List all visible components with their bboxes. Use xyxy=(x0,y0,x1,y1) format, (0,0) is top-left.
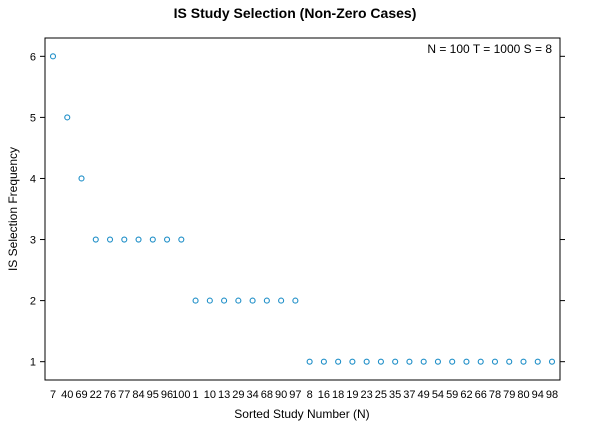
data-point-62 xyxy=(463,358,470,365)
plot-frame xyxy=(44,37,561,381)
x-tick-label: 78 xyxy=(489,389,501,401)
data-point-7 xyxy=(49,53,57,60)
y-axis-label: IS Selection Frequency xyxy=(6,147,20,271)
data-point-35 xyxy=(392,358,399,365)
data-point-10 xyxy=(206,297,213,304)
x-tick-label: 8 xyxy=(307,389,313,401)
data-point-79 xyxy=(506,358,513,365)
x-tick-label: 10 xyxy=(204,389,216,401)
x-tick-label: 94 xyxy=(532,389,544,401)
x-tick-label: 90 xyxy=(275,389,287,401)
data-point-16 xyxy=(320,358,327,365)
data-point-94 xyxy=(534,358,541,365)
data-point-76 xyxy=(106,236,114,243)
data-point-40 xyxy=(64,114,71,121)
data-point-96 xyxy=(164,236,171,243)
data-point-23 xyxy=(363,358,370,365)
x-tick-label: 29 xyxy=(232,389,244,401)
y-tick-label: 3 xyxy=(30,235,36,247)
x-tick-label: 1 xyxy=(193,389,199,401)
x-tick-label: 80 xyxy=(517,389,529,401)
data-point-13 xyxy=(221,297,228,304)
data-point-66 xyxy=(477,358,484,365)
x-tick-label: 100 xyxy=(172,389,190,401)
data-point-22 xyxy=(92,236,99,243)
x-tick-label: 19 xyxy=(346,389,358,401)
x-tick-label: 40 xyxy=(61,389,73,401)
x-tick-label: 7 xyxy=(50,389,56,401)
data-point-18 xyxy=(335,358,342,365)
x-tick-label: 34 xyxy=(246,389,258,401)
data-point-1 xyxy=(192,297,199,304)
data-point-80 xyxy=(520,358,527,365)
data-point-90 xyxy=(278,297,285,304)
data-point-59 xyxy=(449,358,456,365)
data-point-54 xyxy=(434,358,441,365)
x-tick-label: 16 xyxy=(318,389,330,401)
data-point-77 xyxy=(121,236,128,243)
x-tick-label: 35 xyxy=(389,389,401,401)
x-tick-label: 49 xyxy=(418,389,430,401)
x-tick-label: 84 xyxy=(132,389,144,401)
x-tick-label: 54 xyxy=(432,389,444,401)
annotation: N = 100 T = 1000 S = 8 xyxy=(427,42,552,56)
y-tick-label: 4 xyxy=(30,173,36,185)
x-tick-label: 66 xyxy=(475,389,487,401)
y-tick-label: 6 xyxy=(30,51,36,63)
x-tick-label: 37 xyxy=(403,389,415,401)
data-point-84 xyxy=(135,236,142,243)
x-tick-label: 69 xyxy=(75,389,87,401)
data-point-69 xyxy=(78,175,85,182)
y-tick-label: 2 xyxy=(30,296,36,308)
data-point-100 xyxy=(178,236,185,243)
x-tick-label: 97 xyxy=(289,389,301,401)
y-tick-label: 1 xyxy=(30,357,36,369)
y-tick-label: 5 xyxy=(30,112,36,124)
x-tick-label: 25 xyxy=(375,389,387,401)
data-point-49 xyxy=(420,358,427,365)
x-tick-label: 22 xyxy=(90,389,102,401)
x-tick-label: 23 xyxy=(361,389,373,401)
data-point-37 xyxy=(406,358,413,365)
x-tick-label: 59 xyxy=(446,389,458,401)
x-tick-label: 77 xyxy=(118,389,130,401)
x-tick-label: 95 xyxy=(147,389,159,401)
data-point-29 xyxy=(235,297,242,304)
x-tick-label: 96 xyxy=(161,389,173,401)
x-tick-label: 79 xyxy=(503,389,515,401)
data-point-97 xyxy=(292,297,299,304)
data-point-8 xyxy=(306,358,313,365)
data-point-25 xyxy=(377,358,384,365)
x-tick-label: 18 xyxy=(332,389,344,401)
data-point-98 xyxy=(548,358,556,365)
x-axis-label: Sorted Study Number (N) xyxy=(234,407,369,421)
x-tick-label: 13 xyxy=(218,389,230,401)
data-point-78 xyxy=(491,358,499,365)
points xyxy=(49,53,556,365)
x-tick-label: 98 xyxy=(546,389,558,401)
data-point-19 xyxy=(349,358,356,365)
x-tick-label: 68 xyxy=(261,389,273,401)
chart-title: IS Study Selection (Non-Zero Cases) xyxy=(174,5,417,21)
x-tick-label: 76 xyxy=(104,389,116,401)
data-point-95 xyxy=(149,236,156,243)
x-tick-label: 62 xyxy=(460,389,472,401)
data-point-68 xyxy=(263,297,270,304)
data-point-34 xyxy=(249,297,256,304)
